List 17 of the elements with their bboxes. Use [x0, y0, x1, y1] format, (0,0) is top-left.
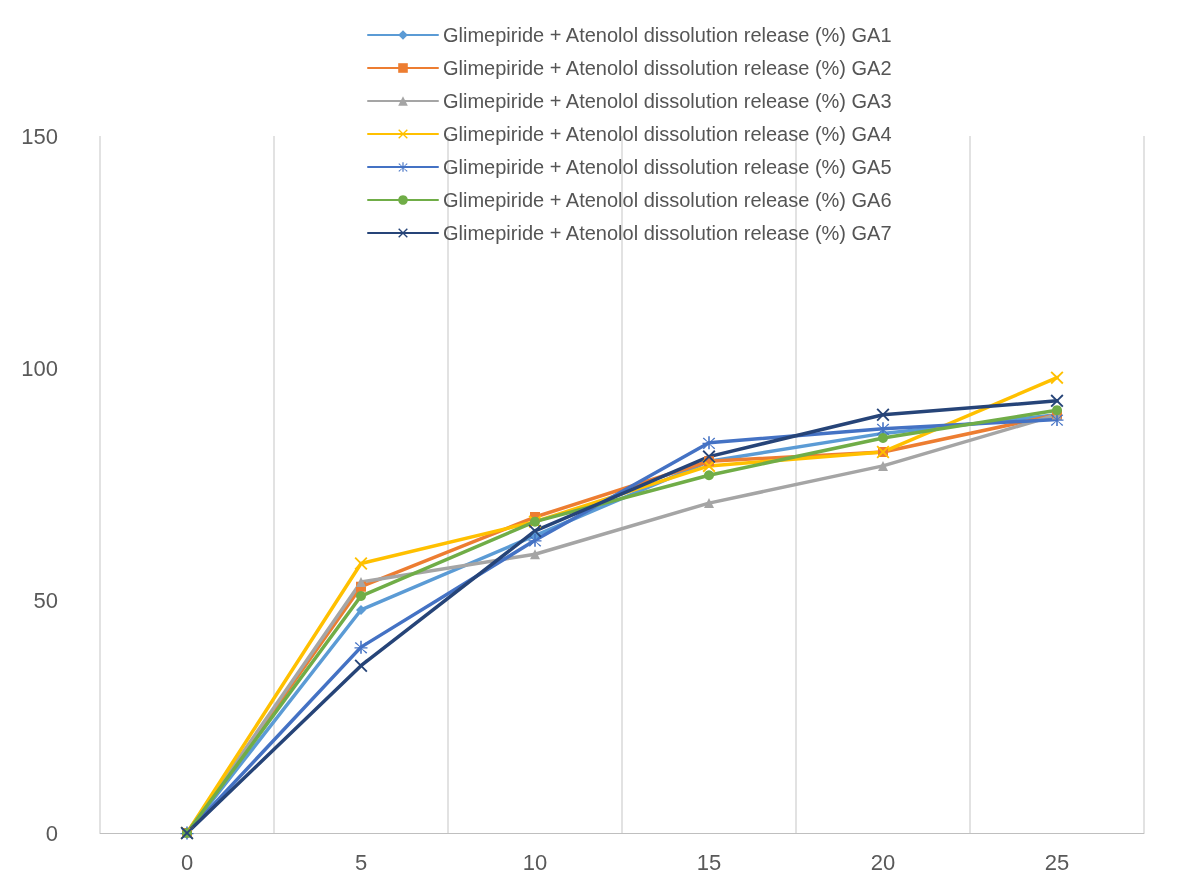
legend-label: Glimepiride + Atenolol dissolution release (%) GA1	[443, 24, 892, 46]
legend-label: Glimepiride + Atenolol dissolution release (%) GA6	[443, 189, 892, 211]
legend-label: Glimepiride + Atenolol dissolution release (%) GA5	[443, 156, 892, 178]
x-tick-label: 15	[696, 849, 722, 875]
x-tick-label: 25	[1044, 849, 1070, 875]
x-tick-label: 0	[180, 849, 194, 875]
x-tick-label: 20	[870, 849, 896, 875]
y-tick-label: 0	[45, 820, 58, 846]
legend-label: Glimepiride + Atenolol dissolution release (%) GA3	[443, 90, 892, 112]
x-tick-label: 10	[522, 849, 548, 875]
legend-label: Glimepiride + Atenolol dissolution release (%) GA4	[443, 123, 892, 145]
y-tick-label: 100	[21, 355, 58, 381]
legend-label: Glimepiride + Atenolol dissolution release (%) GA7	[443, 222, 892, 244]
y-tick-label: 50	[33, 588, 58, 614]
x-tick-label: 5	[354, 849, 368, 875]
legend-label: Glimepiride + Atenolol dissolution release (%) GA2	[443, 57, 892, 79]
y-tick-label: 150	[21, 123, 58, 149]
